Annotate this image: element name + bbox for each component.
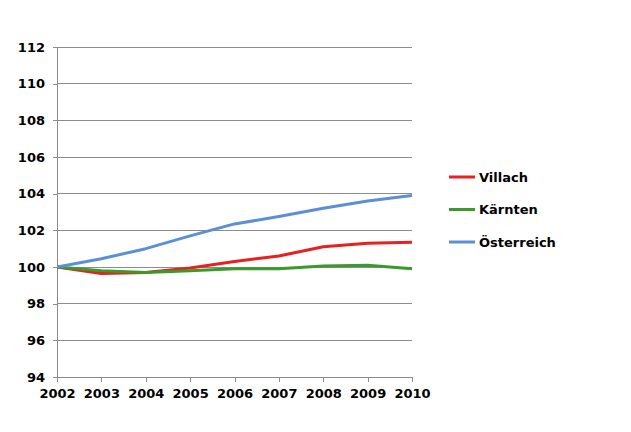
y-tick-mark xyxy=(53,47,57,48)
y-tick-label: 100 xyxy=(18,260,45,275)
x-tick: 2008 xyxy=(306,377,342,401)
y-tick: 100 xyxy=(18,260,57,275)
x-tick: 2010 xyxy=(394,377,430,401)
y-tick: 108 xyxy=(18,113,57,128)
lines xyxy=(57,196,412,274)
y-tick: 112 xyxy=(18,40,57,55)
y-tick-mark xyxy=(53,340,57,341)
y-tick-label: 106 xyxy=(18,150,45,165)
x-tick-label: 2006 xyxy=(217,386,253,401)
x-tick-label: 2004 xyxy=(128,386,164,401)
legend-item: Villach xyxy=(449,170,528,185)
y-tick: 96 xyxy=(27,333,57,348)
x-tick: 2004 xyxy=(128,377,164,401)
x-tick: 2003 xyxy=(84,377,120,401)
y-tick: 106 xyxy=(18,150,57,165)
y-tick: 94 xyxy=(27,370,57,385)
series-line xyxy=(57,196,412,268)
x-tick: 2002 xyxy=(39,377,75,401)
x-tick-mark xyxy=(235,377,236,382)
chart: 9496981001021041061081101122002200320042… xyxy=(0,0,631,432)
grid-line xyxy=(57,303,412,304)
x-tick: 2007 xyxy=(261,377,297,401)
x-tick-mark xyxy=(101,377,102,382)
y-axis-line xyxy=(57,48,58,378)
grid-line xyxy=(57,193,412,194)
x-tick: 2006 xyxy=(217,377,253,401)
y-tick-label: 112 xyxy=(18,40,45,55)
x-tick-mark xyxy=(323,377,324,382)
y-tick-label: 96 xyxy=(27,333,45,348)
y-tick-mark xyxy=(53,267,57,268)
y-tick-mark xyxy=(53,377,57,378)
grid-line xyxy=(57,47,412,48)
grid xyxy=(57,47,412,377)
y-tick-mark xyxy=(53,120,57,121)
x-tick-label: 2008 xyxy=(306,386,342,401)
x-tick-mark xyxy=(279,377,280,382)
y-tick-label: 110 xyxy=(18,76,45,91)
legend-item: Kärnten xyxy=(449,202,538,217)
y-axis: 94 96 98 100 102 104 106 108 110 112 xyxy=(18,40,58,385)
y-tick: 110 xyxy=(18,76,57,91)
plot: 9496981001021041061081101122002200320042… xyxy=(18,40,431,402)
y-tick-label: 98 xyxy=(27,296,45,311)
x-tick: 2005 xyxy=(173,377,209,401)
y-tick-mark xyxy=(53,157,57,158)
y-tick-label: 108 xyxy=(18,113,45,128)
x-tick-label: 2005 xyxy=(173,386,209,401)
y-tick: 104 xyxy=(18,186,57,201)
y-tick-mark xyxy=(53,84,57,85)
x-tick-label: 2003 xyxy=(84,386,120,401)
x-tick-mark xyxy=(146,377,147,382)
x-tick-mark xyxy=(57,377,58,382)
grid-line xyxy=(57,157,412,158)
x-tick: 2009 xyxy=(350,377,386,401)
x-tick-mark xyxy=(190,377,191,382)
y-tick: 102 xyxy=(18,223,57,238)
grid-line xyxy=(57,230,412,231)
grid-line xyxy=(57,340,412,341)
legend: Villach Kärnten Österreich xyxy=(449,170,556,250)
x-tick-label: 2010 xyxy=(394,386,430,401)
legend-swatch xyxy=(449,208,475,211)
legend-label: Villach xyxy=(479,170,528,185)
y-tick-label: 104 xyxy=(18,186,45,201)
legend-swatch xyxy=(449,176,475,179)
y-tick-mark xyxy=(53,230,57,231)
legend-swatch xyxy=(449,241,475,244)
y-tick-label: 94 xyxy=(27,370,45,385)
x-tick-mark xyxy=(412,377,413,382)
grid-line xyxy=(57,120,412,121)
x-axis: 2002 2003 2004 2005 2006 2007 2008 2009 2010 xyxy=(39,377,430,401)
y-tick: 98 xyxy=(27,296,57,311)
x-tick-mark xyxy=(368,377,369,382)
x-tick-label: 2009 xyxy=(350,386,386,401)
y-tick-label: 102 xyxy=(18,223,45,238)
legend-label: Österreich xyxy=(479,235,556,250)
legend-label: Kärnten xyxy=(479,202,538,217)
x-tick-label: 2002 xyxy=(39,386,75,401)
series-line xyxy=(57,265,412,272)
y-tick-mark xyxy=(53,304,57,305)
grid-line xyxy=(57,83,412,84)
y-tick-mark xyxy=(53,194,57,195)
legend-item: Österreich xyxy=(449,235,556,250)
x-tick-label: 2007 xyxy=(261,386,297,401)
